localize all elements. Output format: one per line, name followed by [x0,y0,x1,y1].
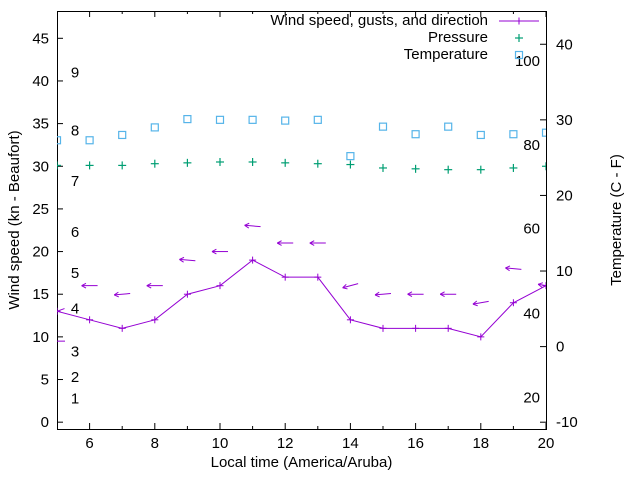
y2-tick-label: -10 [556,414,578,431]
y-tick-label: 0 [41,414,49,431]
x-tick-label: 12 [277,435,294,452]
legend-label-wind: Wind speed, gusts, and direction [270,12,488,29]
beaufort-scale-label: 2 [71,369,79,386]
y2-tick-label: 20 [556,187,573,204]
legend-sample-pressure-icon [515,33,523,42]
fahrenheit-scale-label: 80 [523,137,540,154]
legend-item-wind: Wind speed, gusts, and direction [270,12,541,29]
beaufort-scale-label: 1 [71,390,79,407]
x-tick-label: 6 [85,435,93,452]
fahrenheit-scale-label: 20 [523,389,540,406]
legend-item-pressure: Pressure [270,29,541,46]
fahrenheit-scale-label: 100 [515,53,540,70]
y-tick-label: 35 [32,116,49,133]
x-tick-label: 14 [342,435,359,452]
series-wind-speed [57,256,546,341]
series-wind-gusts-direction [57,222,546,342]
y2-tick-label: 0 [556,339,564,356]
beaufort-scale-label: 4 [71,301,79,318]
legend-label-pressure: Pressure [427,29,488,46]
right-axis-title: Temperature (C - F) [608,154,625,286]
plot-border [57,11,547,430]
beaufort-scale-label: 7 [71,173,79,190]
series-pressure [57,157,546,174]
axes [57,11,547,430]
series-temperature [57,114,546,161]
y-tick-label: 15 [32,286,49,303]
x-tick-label: 20 [538,435,555,452]
y-tick-label: 10 [32,329,49,346]
beaufort-scale-label: 9 [71,64,79,81]
x-tick-label: 8 [151,435,159,452]
legend-sample-temperature-icon [514,50,524,59]
y-tick-label: 45 [32,30,49,47]
y-tick-label: 20 [32,244,49,261]
legend: Wind speed, gusts, and direction Pressur… [270,12,541,63]
x-axis-title: Local time (America/Aruba) [210,454,393,471]
y-tick-label: 25 [32,201,49,218]
fahrenheit-scale-label: 40 [523,305,540,322]
x-tick-label: 10 [212,435,229,452]
y-tick-label: 5 [41,372,49,389]
y2-tick-label: 10 [556,263,573,280]
y-tick-label: 30 [32,158,49,175]
beaufort-scale-label: 5 [71,265,79,282]
beaufort-scale-label: 8 [71,122,79,139]
y2-tick-label: 40 [556,36,573,53]
legend-sample-wind-icon [499,17,539,24]
fahrenheit-scale-label: 60 [523,221,540,238]
y-tick-label: 40 [32,73,49,90]
legend-label-temperature: Temperature [403,46,488,63]
beaufort-scale-label: 3 [71,343,79,360]
x-tick-label: 18 [472,435,489,452]
legend-item-temperature: Temperature [270,46,541,63]
y2-tick-label: 30 [556,112,573,129]
beaufort-scale-label: 6 [71,224,79,241]
left-axis-title: Wind speed (kn - Beaufort) [6,130,23,310]
x-tick-label: 16 [407,435,424,452]
